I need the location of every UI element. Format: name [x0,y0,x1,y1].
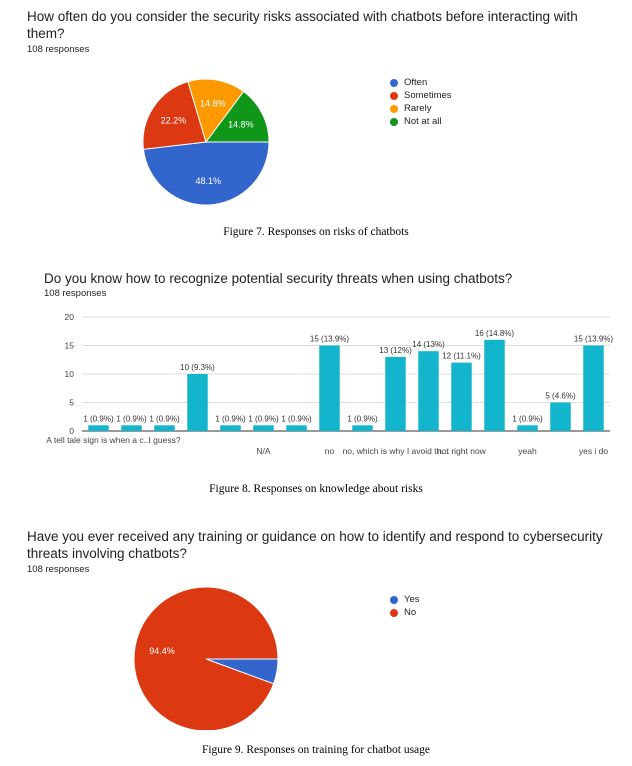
bar-data-label: 1 (0.9%) [116,414,147,423]
y-tick-label: 20 [65,312,75,322]
x-tick-label: not right now [437,446,487,456]
figure9-legend-label: Yes [404,594,420,605]
legend-dot-icon [390,608,398,617]
bar [418,351,439,431]
figure9-question: Have you ever received any training or g… [27,529,603,561]
x-tick-label: I guess? [148,435,180,445]
y-tick-label: 15 [65,341,75,351]
x-tick-label: yes i do [579,446,609,456]
figure9-legend-item: Yes [390,593,420,606]
bar [253,425,274,431]
figure7-data-label: 22.2% [161,116,187,126]
bar-data-label: 12 (11.1%) [442,352,481,361]
figure9-data-label: 94.4% [149,646,175,656]
figure7-data-label: 14.8% [200,99,226,109]
bar [451,362,472,431]
figure7-legend-label: Not at all [404,116,442,127]
bar-data-label: 1 (0.9%) [149,414,180,423]
figure7-legend-label: Often [404,77,428,88]
bar-data-label: 16 (14.8%) [475,329,514,338]
legend-dot-icon [390,91,398,100]
x-tick-label: yeah [518,446,537,456]
figure7-slice-often [142,141,270,206]
bar-data-label: 1 (0.9%) [281,414,312,423]
figure9-slice-no [133,586,279,730]
figure7-pie-chart: 48.1% 22.2% 14.8%14.8% [142,78,270,206]
bar-data-label: 13 (12%) [379,346,412,355]
figure8-caption: Figure 8. Responses on knowledge about r… [209,483,423,495]
bar-data-label: 1 (0.9%) [83,414,114,423]
bar [517,425,538,431]
bar [286,425,307,431]
bar-data-label: 1 (0.9%) [512,414,543,423]
figure7-caption: Figure 7. Responses on risks of chatbots [223,226,409,238]
bar-data-label: 14 (13%) [412,340,445,349]
figure7-data-label: 48.1% [196,176,222,186]
bar [88,425,109,431]
figure7-legend: Often Sometimes Rarely Not at all [390,76,452,128]
bar [154,425,175,431]
bar-data-label: 15 (13.9%) [310,335,349,344]
figure7-slice-rarely [187,78,245,144]
bar [220,425,241,431]
bar [583,345,604,431]
figure7-slice-sometimes [142,81,207,150]
bar [385,356,406,431]
bar [484,339,505,431]
bar [352,425,373,431]
y-tick-label: 10 [65,369,75,379]
figure7-response-count: 108 responses [27,44,90,55]
legend-dot-icon [390,78,398,87]
figure9-caption: Figure 9. Responses on training for chat… [201,744,431,756]
bar-data-label: 10 (9.3%) [180,363,215,372]
bar [187,374,208,431]
bar-data-label: 5 (4.6%) [545,392,576,401]
figure9-legend: Yes No [390,593,420,619]
figure9-legend-label: No [404,607,417,618]
figure7-question: How often do you consider the security r… [27,9,578,41]
bar [121,425,142,431]
bar-data-label: 15 (13.9%) [574,335,613,344]
x-tick-label: N/A [256,446,271,456]
bar-data-label: 1 (0.9%) [347,414,378,423]
legend-dot-icon [390,117,398,126]
figure9-response-count: 108 responses [27,564,90,575]
figure7-data-label: 14.8% [228,119,254,129]
figure8-response-count: 108 responses [44,288,107,299]
figure9-pie-chart: 94.4% [133,586,279,730]
y-tick-label: 5 [69,398,74,408]
x-tick-label: A tell tale sign is when a c... [46,435,150,445]
legend-dot-icon [390,595,398,604]
bar-data-label: 1 (0.9%) [248,414,279,423]
figure7-legend-item: Not at all [390,115,452,128]
y-tick-label: 0 [69,426,74,436]
figure7-slice-not-at-all [205,90,270,143]
legend-dot-icon [390,104,398,113]
figure8-question: Do you know how to recognize potential s… [44,271,513,286]
bar [319,345,340,431]
figure8-bar-chart: 0 5 10 15 20 1 (0.9%) A tell tale sign is when… [46,312,613,456]
x-tick-label: no, which is why I avoid th... [343,446,449,456]
figure7-legend-label: Sometimes [404,90,452,101]
bar [550,402,571,431]
figure7-legend-label: Rarely [404,103,432,114]
x-tick-label: no [325,446,335,456]
figure9-legend-item: No [390,606,420,619]
bar-data-label: 1 (0.9%) [215,414,246,423]
figure7-legend-item: Rarely [390,102,452,115]
figure7-legend-item: Often [390,76,452,89]
figure7-legend-item: Sometimes [390,89,452,102]
